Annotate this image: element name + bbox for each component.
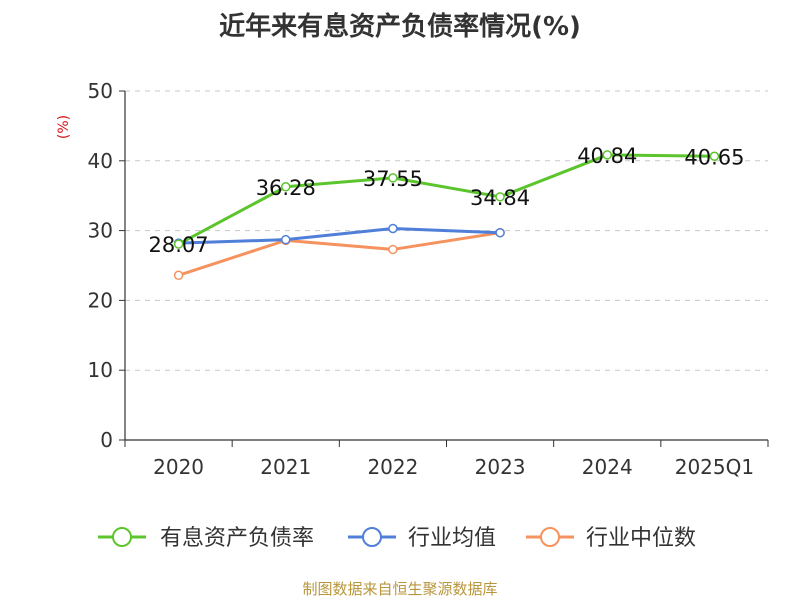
y-tick-label: 20 (88, 288, 113, 312)
data-labels: 28.07 36.28 37.55 34.84 40.84 40.65 (149, 144, 745, 257)
legend-item: 行业均值 (348, 526, 496, 551)
x-tick-label: 2020 (153, 455, 204, 479)
data-label: 34.84 (470, 186, 530, 210)
legend-marker (540, 527, 560, 547)
data-point (602, 150, 612, 160)
series-line (177, 153, 715, 246)
y-tick-label: 40 (88, 149, 113, 173)
data-point (388, 244, 398, 255)
x-tick-label: 2023 (475, 455, 526, 479)
data-point (388, 173, 398, 183)
x-tick-label: 2025Q1 (675, 455, 754, 479)
series-line (178, 227, 501, 245)
y-tick-label: 10 (88, 358, 113, 382)
data-point (709, 151, 720, 162)
data-label: 37.55 (363, 167, 423, 191)
data-label: 40.65 (684, 145, 744, 169)
legend-item: 行业中位数 (526, 526, 696, 551)
legend: 有息资产负债率 行业均值 行业中位数 (98, 526, 696, 551)
x-tick-label: 2021 (260, 455, 311, 479)
series-lines (173, 150, 720, 281)
legend-marker (362, 527, 382, 547)
legend-label: 有息资产负债率 (160, 526, 314, 551)
data-point (495, 192, 505, 202)
axes: 0 10 20 30 40 50 2020 2021 2022 2023 2024 2025Q1 (88, 79, 769, 479)
source-note: 制图数据来自恒生聚源数据库 (302, 580, 498, 598)
legend-label: 行业中位数 (586, 526, 696, 551)
data-label: 36.28 (256, 176, 316, 200)
legend-marker (112, 527, 132, 547)
y-tick-label: 30 (88, 219, 113, 243)
series-line (178, 231, 501, 277)
data-point (495, 227, 505, 238)
data-label: 40.84 (577, 144, 637, 168)
legend-label: 行业均值 (408, 526, 496, 551)
data-point (388, 223, 398, 234)
legend-item: 有息资产负债率 (98, 526, 314, 551)
data-point (281, 182, 291, 192)
y-axis-unit-label: (%) (56, 115, 72, 139)
data-point (173, 270, 184, 281)
data-label: 28.07 (149, 233, 209, 257)
x-tick-label: 2024 (582, 455, 633, 479)
y-tick-label: 50 (88, 79, 113, 103)
data-point (281, 234, 291, 245)
data-point (173, 239, 184, 249)
chart-title: 近年来有息资产负债率情况(%) (219, 12, 581, 42)
x-tick-label: 2022 (367, 455, 418, 479)
y-tick-label: 0 (100, 428, 113, 452)
